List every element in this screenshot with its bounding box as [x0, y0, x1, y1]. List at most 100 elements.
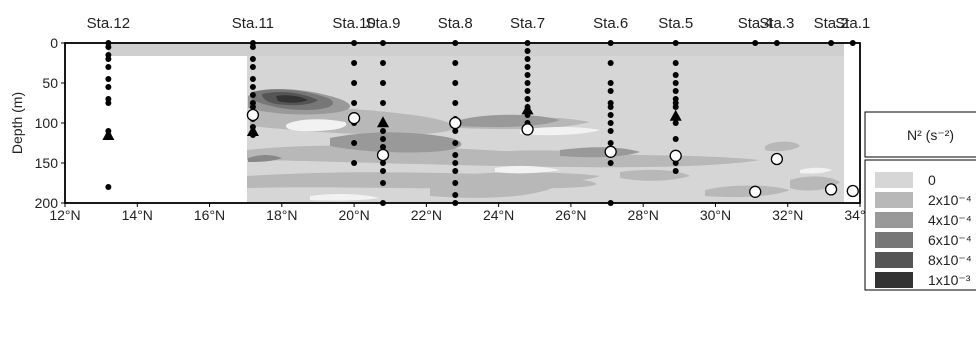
open-circle-marker — [604, 145, 617, 158]
legend-swatch — [875, 172, 913, 188]
sample-dot — [452, 80, 459, 86]
n2-patch — [620, 169, 690, 181]
n0-patch — [310, 193, 380, 201]
sample-dot — [452, 140, 459, 146]
sample-dot — [249, 56, 256, 62]
x-tick-label: 22°N — [411, 207, 442, 223]
sample-dot — [380, 144, 386, 150]
sample-dot — [105, 100, 112, 106]
sample-dot — [672, 136, 679, 142]
x-tick-label: 12°N — [49, 207, 80, 223]
station-label: Sta.2 — [814, 15, 849, 32]
x-tick-label: 20°N — [338, 207, 369, 223]
open-circle-marker — [246, 108, 260, 122]
n2-patch — [460, 114, 560, 128]
sample-dot — [249, 44, 256, 50]
x-tick-label: 18°N — [266, 207, 297, 223]
y-tick-label: 50 — [42, 75, 58, 91]
sample-dot — [672, 80, 679, 86]
sample-dot — [452, 160, 459, 166]
sample-dot — [351, 80, 358, 86]
station-label: Sta.12 — [87, 15, 130, 32]
sample-dot — [672, 168, 679, 174]
sample-dot — [249, 64, 256, 70]
sample-dot — [607, 128, 614, 134]
station-label: Sta.8 — [438, 15, 473, 32]
legend-swatch — [875, 252, 913, 268]
sample-dot — [105, 76, 112, 82]
sample-dot — [351, 160, 358, 166]
legend-label: 8x10⁻⁴ — [928, 252, 972, 268]
sample-dot — [672, 120, 679, 126]
sample-dot — [524, 56, 531, 62]
sample-dot — [672, 60, 679, 66]
sample-dot — [524, 96, 531, 102]
sample-dot — [524, 48, 531, 54]
sample-dot — [105, 44, 112, 50]
open-circle-marker — [449, 116, 462, 130]
sample-dot — [105, 84, 112, 90]
station-label: Sta.4 — [738, 15, 773, 32]
legend-label: 2x10⁻⁴ — [928, 192, 972, 208]
legend-label: 0 — [928, 172, 936, 188]
open-circle-marker — [521, 123, 534, 136]
n2-patch — [248, 155, 282, 162]
triangle-marker — [246, 125, 259, 136]
sample-dot — [105, 184, 112, 190]
sample-dot — [672, 88, 679, 94]
sample-dot — [672, 72, 679, 78]
sample-dot — [607, 80, 614, 86]
sample-dot — [607, 140, 614, 146]
sample-dot — [452, 192, 459, 198]
sample-dot — [452, 128, 459, 134]
x-tick-label: 28°N — [628, 207, 659, 223]
n0-patch — [520, 127, 600, 136]
legend-swatch — [875, 212, 913, 228]
n2-patch — [705, 185, 790, 198]
sample-dot — [380, 160, 386, 166]
sample-dot — [380, 168, 386, 174]
legend-title: N² (s⁻²) — [907, 127, 954, 143]
no-data-area — [108, 56, 247, 203]
sample-dot — [607, 104, 614, 110]
sample-dot — [452, 60, 459, 66]
open-circle-marker — [824, 183, 838, 196]
station-label: Sta.3 — [759, 15, 794, 32]
sample-dot — [249, 84, 256, 90]
sample-dot — [524, 80, 531, 86]
sample-dot — [607, 60, 614, 66]
open-circle-marker — [347, 112, 361, 125]
x-tick-label: 32°N — [772, 207, 803, 223]
n2-patch — [765, 141, 800, 152]
sample-dot — [105, 64, 112, 70]
sample-dot — [380, 100, 386, 106]
sample-dot — [524, 64, 531, 70]
sample-dot — [249, 76, 256, 82]
field-right-margin — [844, 43, 860, 203]
n2-patch — [450, 172, 600, 184]
sample-dot — [524, 88, 531, 94]
legend-label: 6x10⁻⁴ — [928, 232, 972, 248]
sample-dot — [452, 180, 459, 186]
x-tick-label: 24°N — [483, 207, 514, 223]
y-tick-label: 200 — [35, 195, 59, 211]
triangle-marker — [669, 109, 682, 121]
y-axis-label: Depth (m) — [9, 92, 25, 154]
y-tick-label: 0 — [50, 35, 58, 51]
n0-patch — [800, 167, 832, 174]
n0-patch — [495, 165, 560, 174]
sample-dot — [672, 104, 679, 110]
sample-dot — [607, 112, 614, 118]
legend-swatch — [875, 192, 913, 208]
triangle-marker — [102, 129, 115, 140]
station-label: Sta.11 — [232, 15, 274, 32]
n0-patch — [286, 119, 347, 132]
open-circle-marker — [770, 152, 784, 166]
legend: N² (s⁻²) 0 2x10⁻⁴ 4x10⁻⁴ 6x10⁻⁴ 8x10⁻⁴ 1x10⁻³ — [864, 111, 976, 291]
sample-dot — [607, 120, 614, 126]
legend-label: 1x10⁻³ — [928, 272, 971, 288]
sample-dot — [380, 60, 386, 66]
sample-dot — [249, 104, 256, 110]
sample-dot — [351, 100, 358, 106]
legend-label: 4x10⁻⁴ — [928, 212, 972, 228]
